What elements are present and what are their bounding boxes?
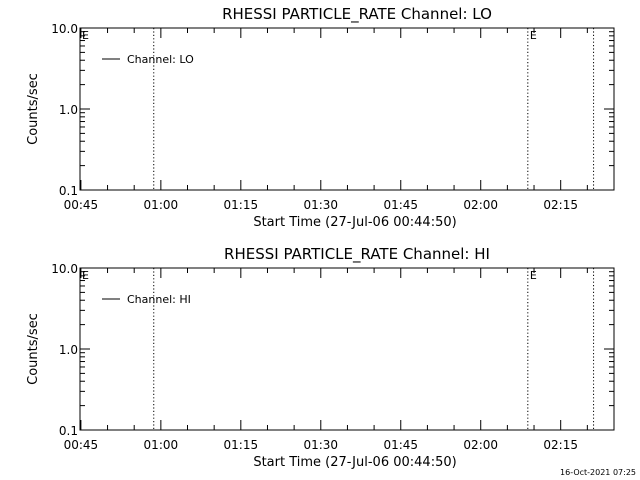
x-tick-label: 02:15 xyxy=(543,198,578,212)
chart-panels: RHESSI PARTICLE_RATE Channel: LO 10.0 1.0 0… xyxy=(26,5,615,470)
x-tick-label: 01:15 xyxy=(224,438,259,452)
y-tick-label: 1.0 xyxy=(59,103,78,117)
event-marker: E xyxy=(82,269,89,282)
x-tick-label: 01:15 xyxy=(224,198,259,212)
x-tick-label: 00:45 xyxy=(64,198,99,212)
chart-title: RHESSI PARTICLE_RATE Channel: LO xyxy=(222,5,492,24)
x-tick-label: 01:00 xyxy=(144,438,179,452)
y-axis-label: Counts/sec xyxy=(26,313,41,385)
y-tick-label: 10.0 xyxy=(51,262,78,276)
x-tick-label: 01:30 xyxy=(303,198,338,212)
x-tick-label: 01:30 xyxy=(303,438,338,452)
footer-timestamp: 16-Oct-2021 07:25 xyxy=(560,468,636,477)
event-marker: E xyxy=(530,269,537,282)
x-tick-label: 01:45 xyxy=(383,438,418,452)
x-tick-label: 02:15 xyxy=(543,438,578,452)
y-tick-label: 1.0 xyxy=(59,343,78,357)
x-tick-label: 02:00 xyxy=(463,438,498,452)
event-marker: E xyxy=(530,29,537,42)
x-tick-label: 01:45 xyxy=(383,198,418,212)
y-tick-label: 0.1 xyxy=(59,184,78,198)
legend-entry: Channel: HI xyxy=(127,293,191,306)
legend-entry: Channel: LO xyxy=(127,53,194,66)
x-tick-label: 01:00 xyxy=(144,198,179,212)
y-axis-label: Counts/sec xyxy=(26,73,41,145)
x-tick-label: 02:00 xyxy=(463,198,498,212)
y-tick-label: 10.0 xyxy=(51,22,78,36)
y-tick-label: 0.1 xyxy=(59,424,78,438)
event-marker: E xyxy=(82,29,89,42)
chart-panel-1: RHESSI PARTICLE_RATE Channel: LO 10.0 1.0 0… xyxy=(26,5,615,230)
x-tick-label: 00:45 xyxy=(64,438,99,452)
x-axis-label: Start Time (27-Jul-06 00:44:50) xyxy=(253,215,456,230)
chart-panel-2: RHESSI PARTICLE_RATE Channel: HI 10.0 1.0 0… xyxy=(26,245,615,470)
chart-title: RHESSI PARTICLE_RATE Channel: HI xyxy=(224,245,490,264)
x-axis-label: Start Time (27-Jul-06 00:44:50) xyxy=(253,455,456,470)
